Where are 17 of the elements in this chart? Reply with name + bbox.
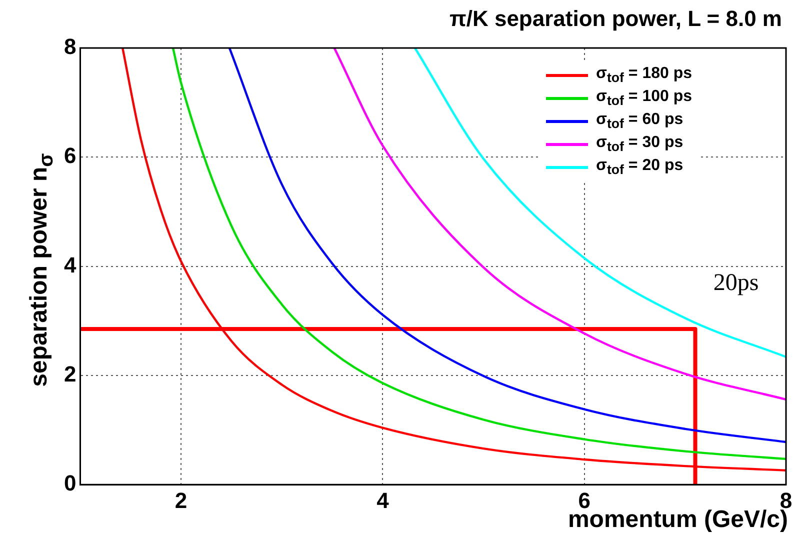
legend-label: σ$_{tof}$ = 180 ps xyxy=(596,65,692,86)
chart-title: π/K separation power, L = 8.0 m xyxy=(450,6,782,32)
x-tick-label: 4 xyxy=(376,488,390,513)
legend-label: σ$_{tof}$ = 60 ps xyxy=(596,111,684,132)
line-series xyxy=(414,48,786,358)
line-series xyxy=(333,48,786,401)
y-tick-label: 2 xyxy=(64,362,76,387)
y-tick-label: 4 xyxy=(64,252,77,278)
legend-label: σ$_{tof}$ = 30 ps xyxy=(596,134,684,155)
legend-label: σ$_{tof}$ = 100 ps xyxy=(596,88,692,109)
y-tick-label: 8 xyxy=(64,34,76,60)
x-tick-label: 6 xyxy=(578,488,590,513)
y-tick-label: 0 xyxy=(64,470,76,496)
legend-label: σ$_{tof}$ = 20 ps xyxy=(596,157,684,178)
x-tick-label: 2 xyxy=(174,488,188,513)
annotation: 20ps xyxy=(713,270,759,296)
y-tick-label: 6 xyxy=(64,143,76,168)
